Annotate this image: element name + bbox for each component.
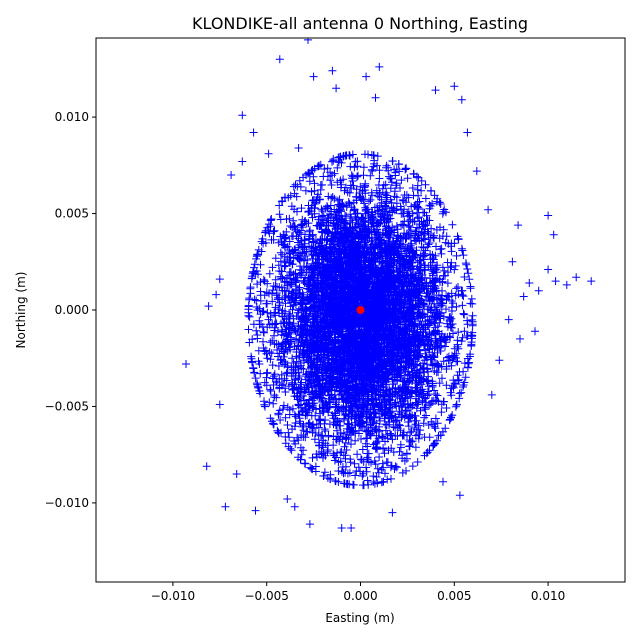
y-tick-label: −0.010 [45,496,89,510]
x-tick-label: 0.010 [531,589,565,603]
x-tick-label: 0.000 [343,589,377,603]
chart-title: KLONDIKE-all antenna 0 Northing, Easting [192,14,528,33]
points-layer [182,38,596,532]
x-axis: −0.010 −0.005 0.000 0.005 0.010 [151,582,565,603]
x-tick-label: 0.005 [437,589,471,603]
data-point-markers [182,38,596,532]
y-tick-label: −0.005 [45,399,89,413]
y-tick-label: 0.000 [55,303,89,317]
x-tick-label: −0.005 [244,589,288,603]
x-axis-label: Easting (m) [325,611,394,625]
center-layer [356,306,365,314]
y-tick-label: 0.005 [55,207,89,221]
center-point [356,306,365,314]
y-axis: −0.010 −0.005 0.000 0.005 0.010 [45,110,96,510]
y-axis-label: Northing (m) [14,272,28,349]
x-tick-label: −0.010 [151,589,195,603]
y-tick-label: 0.010 [55,110,89,124]
